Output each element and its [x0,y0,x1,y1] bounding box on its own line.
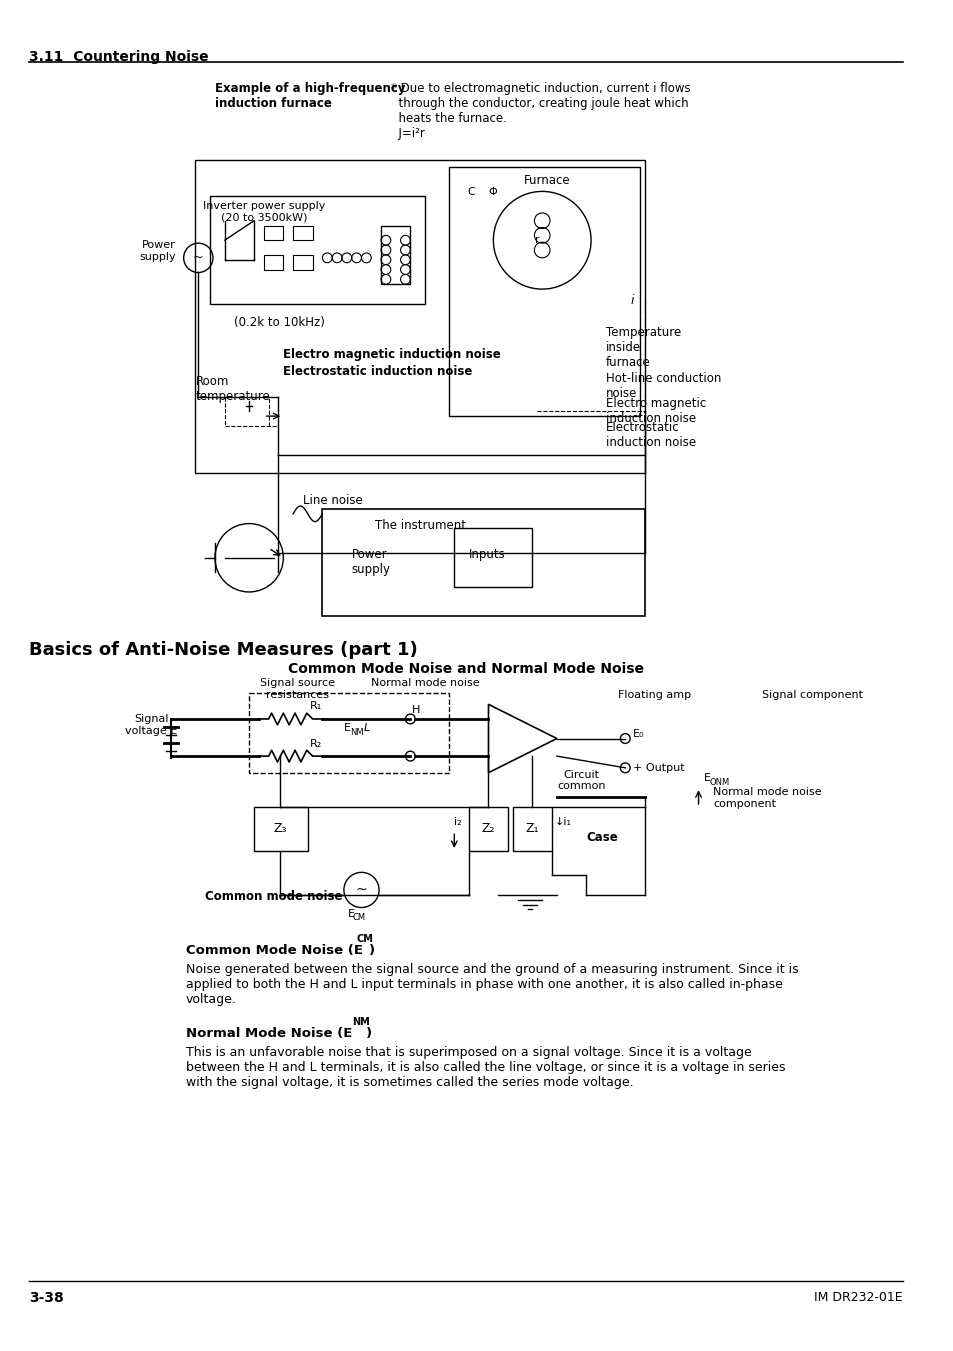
Text: CM: CM [353,913,366,923]
Bar [293,255,313,270]
Text: (0.2k to 10kHz): (0.2k to 10kHz) [234,316,325,330]
Text: ~: ~ [355,884,367,897]
Text: Signal
voltage E: Signal voltage E [125,715,177,736]
Text: CM: CM [356,934,373,944]
Text: E₀: E₀ [633,728,644,739]
Bar [264,255,283,270]
Bar [380,226,410,284]
Text: Room
temperature: Room temperature [195,376,270,403]
Text: Line noise: Line noise [302,494,362,507]
Text: Common mode noise: Common mode noise [205,890,342,902]
Text: NM: NM [350,728,363,736]
Text: Normal Mode Noise (E: Normal Mode Noise (E [186,1027,352,1040]
Text: ~: ~ [193,251,203,265]
Bar [195,161,644,473]
Text: Power
supply: Power supply [139,240,175,262]
Text: Electrostatic
induction noise: Electrostatic induction noise [605,422,695,449]
Text: Temperature
inside
furnace: Temperature inside furnace [605,326,680,369]
Text: NM: NM [352,1017,369,1027]
Text: ): ) [366,1027,372,1040]
Bar [454,528,532,588]
Text: Common Mode Noise and Normal Mode Noise: Common Mode Noise and Normal Mode Noise [288,662,643,677]
Bar [210,196,424,304]
Text: i₂: i₂ [454,816,461,827]
Bar [253,807,308,851]
Text: Common Mode Noise (E: Common Mode Noise (E [186,944,362,957]
Text: Circuit
common: Circuit common [557,770,605,792]
Text: The instrument: The instrument [375,519,465,532]
Text: Furnace: Furnace [523,174,570,186]
Text: Electro magnetic induction noise: Electro magnetic induction noise [283,347,500,361]
Bar [322,509,644,616]
Text: 3.11  Countering Noise: 3.11 Countering Noise [30,50,209,63]
Text: i: i [630,295,633,307]
Text: Basics of Anti-Noise Measures (part 1): Basics of Anti-Noise Measures (part 1) [30,640,417,659]
Text: L: L [363,723,370,732]
Text: Electrostatic induction noise: Electrostatic induction noise [283,365,472,378]
Text: Electro magnetic
induction noise: Electro magnetic induction noise [605,397,705,424]
Text: Φ: Φ [488,186,497,196]
Text: Floating amp: Floating amp [618,689,690,700]
Text: E: E [702,773,710,782]
Text: E: E [348,909,355,920]
Text: Signal source
resistances: Signal source resistances [260,678,335,700]
Text: Example of a high-frequency
induction furnace: Example of a high-frequency induction fu… [214,82,405,109]
Text: Normal mode noise: Normal mode noise [371,678,478,688]
Text: ): ) [369,944,375,957]
Text: R₂: R₂ [310,739,321,748]
Text: * Due to electromagnetic induction, current i flows
  through the conductor, cre: * Due to electromagnetic induction, curr… [391,82,690,141]
Text: Hot-line conduction
noise: Hot-line conduction noise [605,372,720,400]
Bar [264,226,283,240]
Text: Inverter power supply
(20 to 3500kW): Inverter power supply (20 to 3500kW) [202,201,325,223]
Text: R₁: R₁ [310,701,321,712]
Text: Power
supply: Power supply [352,549,391,576]
Bar [469,807,508,851]
Bar [249,693,449,773]
Text: This is an unfavorable noise that is superimposed on a signal voltage. Since it : This is an unfavorable noise that is sup… [186,1046,784,1089]
Text: C: C [467,186,475,196]
Text: Case: Case [585,831,618,844]
Bar [293,226,313,240]
Text: 3-38: 3-38 [30,1290,64,1305]
Text: + Output: + Output [633,763,684,773]
Text: E: E [343,723,351,732]
Text: Inputs: Inputs [469,549,505,561]
Text: r: r [535,235,539,246]
Bar [513,807,552,851]
Text: Noise generated between the signal source and the ground of a measuring instrume: Noise generated between the signal sourc… [186,963,798,1006]
Text: IM DR232-01E: IM DR232-01E [813,1290,902,1304]
Text: Z₃: Z₃ [274,821,287,835]
Text: Z₁: Z₁ [525,821,538,835]
Text: Normal mode noise
component: Normal mode noise component [713,788,821,809]
Text: ↓i₁: ↓i₁ [555,816,572,827]
Text: Z₂: Z₂ [481,821,495,835]
Text: ONM: ONM [708,778,729,786]
Text: H: H [412,705,420,715]
Bar [449,168,639,416]
Text: Signal component: Signal component [761,689,862,700]
